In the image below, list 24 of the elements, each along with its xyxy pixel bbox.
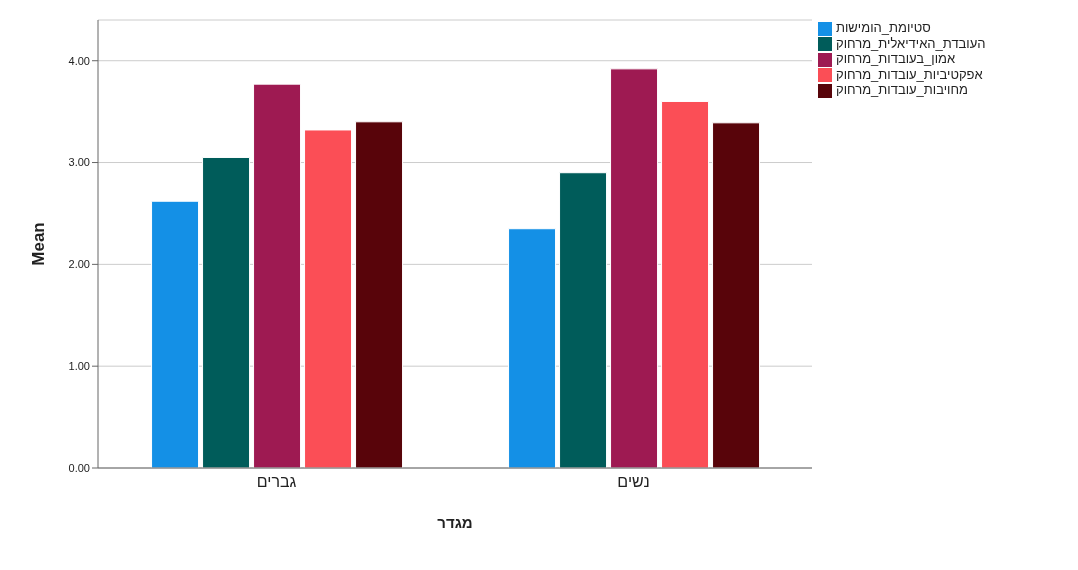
bar bbox=[355, 121, 404, 468]
y-axis-title: Mean bbox=[29, 222, 49, 266]
bar bbox=[661, 100, 710, 468]
legend-label: סטיומת_הומישות bbox=[836, 20, 931, 35]
bar bbox=[151, 200, 200, 468]
bar bbox=[253, 83, 302, 468]
legend-label: העובדת_האידיאלית_מרחוק bbox=[836, 35, 986, 51]
legend-label: אפקטיביות_עובדות_מרחוק bbox=[836, 66, 983, 82]
legend-label: מחויבות_עובדות_מרחוק bbox=[836, 82, 968, 98]
x-axis-title: מגדר bbox=[437, 514, 473, 531]
bar bbox=[559, 172, 608, 468]
y-tick-label: 1.00 bbox=[68, 360, 90, 373]
y-tick-label: 0.00 bbox=[68, 461, 90, 474]
bar bbox=[202, 156, 251, 468]
legend-label: אמון_בעובדות_מרחוק bbox=[836, 51, 956, 67]
x-tick-label: נשים bbox=[617, 473, 650, 491]
y-tick-label: 2.00 bbox=[68, 258, 90, 271]
y-tick-label: 3.00 bbox=[68, 156, 90, 169]
bar bbox=[610, 68, 659, 468]
bar bbox=[508, 228, 557, 468]
bar bbox=[712, 122, 761, 468]
x-tick-label: גברים bbox=[256, 473, 297, 491]
bar bbox=[304, 129, 353, 468]
y-tick-label: 4.00 bbox=[68, 54, 90, 67]
